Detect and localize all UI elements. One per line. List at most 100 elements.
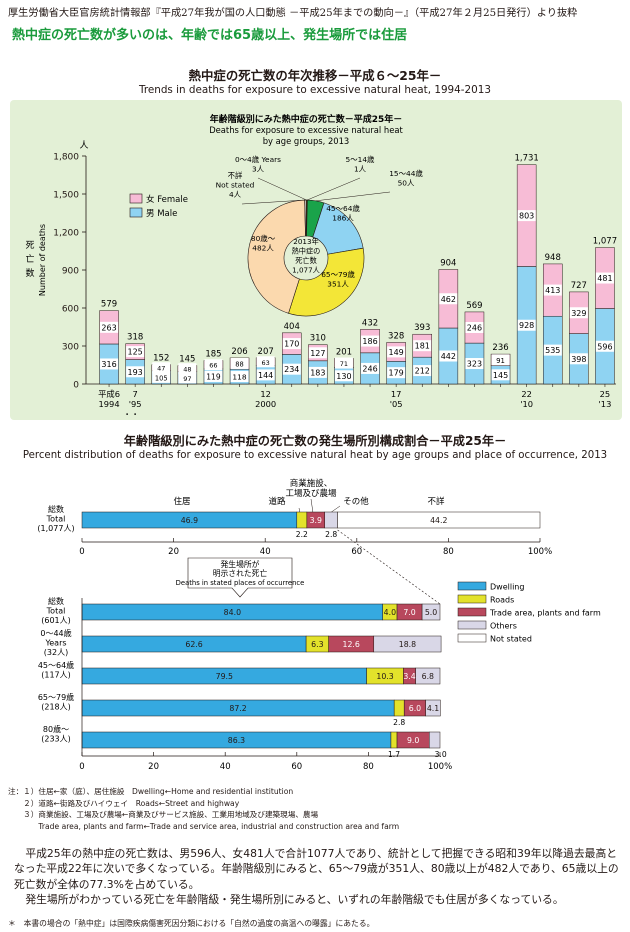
bar-segment-label: 84.0 <box>224 608 241 617</box>
bar-segment <box>429 731 441 749</box>
pie-slice-label: 65～79歳 <box>321 270 355 279</box>
label-bg <box>308 347 327 359</box>
x-tick-label: 7 <box>133 389 138 399</box>
bar-chart-subtitle: Trends in deaths for exposure to excessi… <box>139 84 491 96</box>
y-label-en: Number of deaths <box>38 224 47 296</box>
pie-leader-line <box>307 177 361 201</box>
pie-slice-label: 351人 <box>327 280 349 289</box>
bar-male-label: 193 <box>128 368 143 377</box>
bar-segment-label: 12.6 <box>343 640 360 649</box>
bar-segment-label: 44.2 <box>430 516 447 525</box>
pie-slice-label: 50人 <box>398 179 415 188</box>
label-bg <box>256 369 275 381</box>
bar-chart-title: 熱中症の死亡数の年次推移－平成６～25年－ <box>188 68 442 83</box>
row-label: Years <box>44 639 66 648</box>
label-bg <box>256 356 275 368</box>
y-tick-label: 1,200 <box>53 229 79 239</box>
bar-segment-label: 6.8 <box>422 672 434 681</box>
label-bg <box>178 363 197 375</box>
bar-segment-label: 62.6 <box>185 640 202 649</box>
bar-segment-label: 9.0 <box>407 736 419 745</box>
bar-female-label: 47 <box>157 365 165 373</box>
bar-male-label: 97 <box>183 375 191 383</box>
label-bg <box>204 370 223 382</box>
legend-swatch <box>129 207 143 218</box>
label-bg <box>465 358 484 370</box>
pie-slice <box>288 247 365 317</box>
label-bg <box>282 363 301 375</box>
x-tick-label: 20 <box>148 762 159 772</box>
pie-slice-label: 5～14歳 <box>346 155 375 164</box>
x-tick-label: 平成6 <box>98 389 120 399</box>
place-label: 道路 <box>268 496 286 507</box>
legend-label: 男 Male <box>146 209 177 219</box>
bar-segment-below-label: 3.0 <box>435 750 447 759</box>
label-bg <box>491 354 510 366</box>
row-label: 80歳～ <box>43 724 69 734</box>
bar-male-label: 145 <box>493 371 508 380</box>
x-axis-dots: ・・ <box>123 410 139 419</box>
y-tick-label: 900 <box>62 267 79 277</box>
place-chart-title: 年齢階級別にみた熱中症の死亡数の発生場所別構成割合－平成25年－ <box>123 434 507 448</box>
y-unit: 人 <box>79 140 88 151</box>
y-label-char: 死 <box>25 240 34 251</box>
row-label: (117人) <box>41 671 71 680</box>
bar-segment-label: 3.9 <box>310 516 322 525</box>
bar-male-label: 179 <box>389 369 404 378</box>
bar-male-label: 144 <box>258 371 273 380</box>
pie-slice-label: 3人 <box>252 165 265 174</box>
legend-label: Roads <box>490 596 514 605</box>
place-label: 工場及び農場 <box>285 488 337 499</box>
x-tick-label: 2000 <box>255 399 276 409</box>
source-citation: 厚生労働省大臣官房統計情報部『平成27年我が国の人口動態 －平成25年までの動向… <box>8 8 578 19</box>
place-label: その他 <box>343 496 369 507</box>
note-line: 注：１）住居←家（庭）、居住施設 Dwelling←Home and resid… <box>8 787 294 796</box>
bar-total-label: 404 <box>284 322 300 332</box>
bar-total-label: 236 <box>492 343 508 353</box>
bar-segment <box>337 511 541 529</box>
row-label: (218人) <box>41 703 71 712</box>
bar-segment <box>425 699 441 717</box>
label-bg <box>308 366 327 378</box>
bar-male-label: 398 <box>571 355 586 364</box>
bar-segment <box>390 731 398 749</box>
bar-female-label: 462 <box>441 295 456 304</box>
legend-label: Others <box>490 622 517 631</box>
pie-slice-label: 186人 <box>332 214 354 223</box>
bar-male-label: 183 <box>310 368 325 377</box>
row-label: (32人) <box>44 648 68 657</box>
y-label-char: 数 <box>25 267 34 279</box>
bar-male-label: 212 <box>415 367 430 376</box>
pie-center-label: 熱中症の <box>292 247 321 256</box>
pie-leader-line <box>241 199 306 205</box>
label-bg <box>126 346 145 358</box>
label-bg <box>569 307 588 319</box>
legend-swatch <box>457 581 487 591</box>
bar-segment-label: 79.5 <box>216 672 233 681</box>
bar-total-label: 185 <box>205 350 221 360</box>
label-bg <box>100 358 119 370</box>
label-bg <box>152 362 171 374</box>
x-tick-label: 80 <box>443 547 454 557</box>
legend-swatch <box>457 633 487 643</box>
bar-female-label: 63 <box>262 359 270 367</box>
x-tick-label: 40 <box>260 547 271 557</box>
label-bg <box>178 372 197 384</box>
bar-total-label: 579 <box>101 300 117 310</box>
bar-female-label: 66 <box>209 362 217 370</box>
label-bg <box>230 371 249 383</box>
bar-total-label: 904 <box>440 258 456 268</box>
bar-total-label: 1,731 <box>514 154 538 164</box>
bar-total-label: 727 <box>571 281 587 291</box>
pie-slice-label: 1人 <box>354 165 367 174</box>
note-line: Trade area, plants and farm←Trade and se… <box>8 821 400 831</box>
bar-female-label: 246 <box>467 324 482 333</box>
bar-female-label: 125 <box>128 348 143 357</box>
bar-male-label: 130 <box>336 372 351 381</box>
bar-segment <box>324 511 338 529</box>
legend-label: Not stated <box>490 635 532 644</box>
y-tick-label: 300 <box>62 343 79 353</box>
callout-label: Deaths in stated places of occurrence <box>176 579 305 587</box>
label-bg <box>126 366 145 378</box>
bar-segment <box>415 667 441 685</box>
